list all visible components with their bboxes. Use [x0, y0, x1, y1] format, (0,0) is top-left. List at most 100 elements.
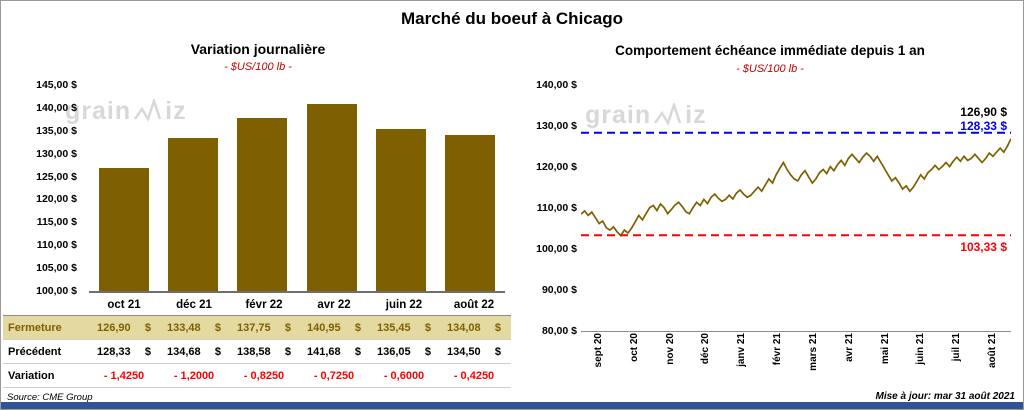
line-series-svg	[581, 131, 1011, 237]
line-y-tick-label: 140,00 $	[536, 79, 577, 91]
grainwiz-watermark: grain iz	[585, 101, 707, 130]
line-chart-x-axis: sept 20 oct 20 nov 20 déc 20 janv 21 févr 21 m…	[581, 331, 1011, 389]
grainwiz-watermark: grain iz	[65, 97, 187, 126]
table-cell: 134,68 $	[159, 346, 229, 358]
bottom-accent-bar	[1, 402, 1023, 409]
bar-plot	[89, 85, 505, 293]
row-label: Précédent	[8, 345, 62, 358]
bar-y-tick-label: 100,00 $	[36, 285, 77, 297]
line-plot	[581, 85, 1011, 332]
cell-currency: $	[494, 321, 501, 334]
table-cell: - 0,6000	[383, 369, 425, 382]
cell-value: 134,68	[167, 345, 201, 358]
cell-currency: $	[214, 345, 221, 358]
bar	[445, 135, 496, 291]
table-cell: 134,08 $	[439, 322, 509, 334]
table-cell: 133,48 $	[159, 322, 229, 334]
table-cell: 140,95 $	[299, 322, 369, 334]
cell-currency: $	[214, 321, 221, 334]
bar-y-tick-label: 140,00 $	[36, 101, 77, 114]
cell-currency: $	[354, 321, 361, 334]
line-x-tick-label: janv 21	[736, 333, 748, 367]
year-low-ref-label: 103,33 $	[960, 240, 1007, 254]
line-chart-title: Comportement échéance immédiate depuis 1…	[615, 43, 925, 58]
table-cell: - 0,7250	[313, 369, 355, 382]
cell-currency: $	[494, 345, 501, 358]
line-x-tick-label: mars 21	[807, 333, 819, 371]
cell-currency: $	[424, 321, 431, 334]
bar	[306, 103, 357, 291]
bar	[237, 118, 288, 291]
watermark-text-suffix: iz	[685, 101, 707, 129]
line-x-tick-label: mai 21	[879, 333, 891, 365]
table-row: Précédent 128,33 $134,68 $138,58 $141,68 $136…	[3, 340, 511, 364]
bar-chart-title: Variation journalière	[190, 41, 326, 57]
cell-currency: $	[284, 345, 291, 358]
line-y-tick-label: 130,00 $	[536, 120, 577, 132]
line-y-tick-label: 100,00 $	[536, 243, 577, 255]
column-header: juin 22	[385, 299, 423, 311]
bar	[168, 137, 218, 291]
line-x-tick-label: juil 21	[951, 333, 963, 362]
bar-chart-y-axis: 145,00 $ 140,00 $ 135,00 $ 130,00 $ 125,00 $…	[11, 79, 77, 297]
cell-currency: $	[354, 345, 361, 358]
table-cell: 126,90 $	[89, 322, 159, 334]
updated-note: Mise à jour: mar 31 août 2021	[875, 391, 1015, 402]
cell-value: 133,48	[167, 321, 201, 334]
row-label: Variation	[8, 369, 55, 382]
cell-value: 136,05	[377, 345, 411, 358]
bar-y-tick-label: 130,00 $	[36, 147, 77, 160]
page-title: Marché du boeuf à Chicago	[401, 9, 623, 28]
column-header: août 22	[453, 299, 495, 311]
cell-value: 141,68	[307, 345, 341, 358]
cell-value: 126,90	[97, 321, 131, 334]
watermark-text-prefix: grain	[65, 97, 132, 125]
source-note: Source: CME Group	[7, 392, 93, 403]
table-cell: - 0,8250	[243, 369, 285, 382]
cell-currency: $	[144, 321, 151, 334]
watermark-text-suffix: iz	[165, 97, 187, 125]
grainwiz-zigzag-icon	[654, 102, 682, 126]
line-chart-subtitle: - $US/100 lb -	[736, 63, 804, 75]
bar-y-tick-label: 125,00 $	[36, 170, 77, 183]
cell-value: 138,58	[237, 345, 271, 358]
table-row: Fermeture 126,90 $133,48 $137,75 $140,95 $135…	[3, 316, 511, 340]
table-cell: 138,58 $	[229, 346, 299, 358]
line-x-tick-label: nov 20	[664, 333, 676, 365]
column-header: avr 22	[317, 299, 351, 311]
table-cell: 141,68 $	[299, 346, 369, 358]
table-cell: 136,05 $	[369, 346, 439, 358]
grainwiz-zigzag-icon	[134, 98, 162, 122]
cell-value: 128,33	[97, 345, 131, 358]
table-cell: - 1,4250	[103, 369, 145, 382]
table-cell: - 0,4250	[453, 369, 495, 382]
table-header-row: oct 21 déc 21 févr 22 avr 22 juin 22 août 22	[3, 295, 511, 316]
bar-y-tick-label: 120,00 $	[36, 193, 77, 206]
table-cell: 135,45 $	[369, 322, 439, 334]
line-chart-y-axis: 140,00 $ 130,00 $ 120,00 $ 110,00 $ 100,00 $…	[515, 79, 577, 337]
line-x-tick-label: sept 20	[592, 333, 604, 368]
bar-y-tick-label: 110,00 $	[36, 239, 77, 252]
line-x-tick-label: févr 21	[772, 333, 784, 366]
line-x-tick-label: déc 20	[700, 333, 712, 365]
cell-value: 140,95	[307, 321, 341, 334]
bar	[376, 128, 426, 291]
bar-y-tick-label: 135,00 $	[36, 124, 77, 137]
table-cell: 134,50 $	[439, 346, 509, 358]
cell-currency: $	[144, 345, 151, 358]
column-header: févr 22	[245, 299, 283, 311]
price-table: oct 21 déc 21 févr 22 avr 22 juin 22 août 22 F…	[3, 295, 511, 388]
bar-y-tick-label: 105,00 $	[36, 262, 77, 275]
cell-currency: $	[284, 321, 291, 334]
line-x-tick-label: avr 21	[843, 333, 855, 362]
cell-value: 134,08	[447, 321, 481, 334]
column-header: déc 21	[176, 299, 212, 311]
table-row: Variation - 1,4250 - 1,2000 - 0,8250 - 0,725…	[3, 364, 511, 388]
previous-close-ref-label: 128,33 $	[960, 119, 1007, 133]
price-line	[581, 138, 1011, 237]
watermark-text-prefix: grain	[585, 101, 652, 129]
table-cell: - 1,2000	[173, 369, 215, 382]
table-cell: 137,75 $	[229, 322, 299, 334]
line-y-tick-label: 90,00 $	[541, 284, 577, 296]
